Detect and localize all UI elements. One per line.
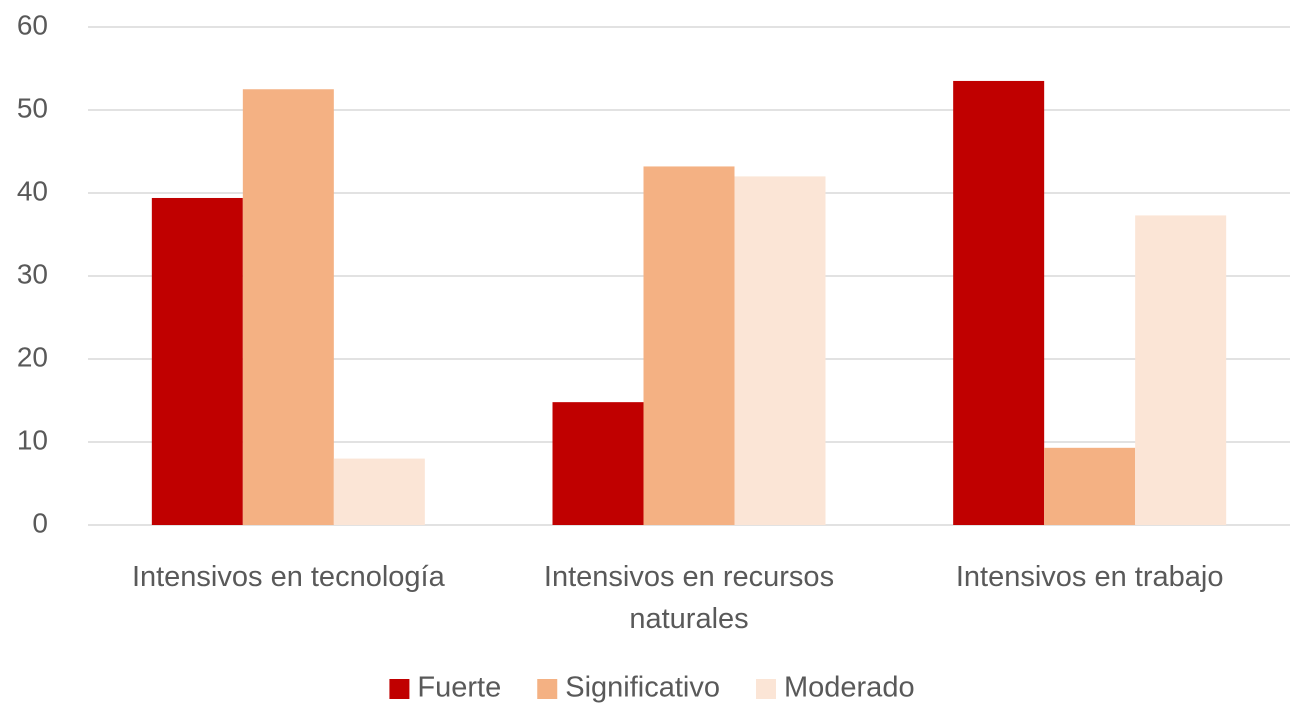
- y-tick-label: 20: [17, 341, 48, 372]
- x-tick-label: Intensivos en recursos naturales: [543, 561, 835, 635]
- legend-swatch: [389, 679, 410, 699]
- y-tick-label: 30: [17, 258, 48, 289]
- y-tick-label: 50: [17, 92, 48, 123]
- bar: [1044, 447, 1136, 525]
- legend-swatch: [537, 679, 558, 699]
- legend-label: Significativo: [565, 672, 720, 704]
- y-tick-label: 40: [17, 175, 48, 206]
- bar: [333, 458, 425, 525]
- legend-label: Moderado: [784, 672, 915, 704]
- y-tick-label: 0: [32, 507, 48, 538]
- bar: [734, 176, 826, 525]
- bar: [1135, 215, 1227, 525]
- legend-label: Fuerte: [417, 672, 501, 704]
- x-tick-label: Intensivos en tecnología: [131, 561, 445, 593]
- bar: [953, 80, 1045, 525]
- bar: [643, 166, 735, 525]
- bar: [242, 89, 334, 525]
- y-tick-label: 60: [17, 9, 48, 40]
- y-tick-label: 10: [17, 424, 48, 455]
- bar: [552, 402, 644, 525]
- bar: [151, 197, 243, 526]
- legend-swatch: [755, 679, 776, 699]
- x-tick-label: Intensivos en trabajo: [955, 561, 1224, 593]
